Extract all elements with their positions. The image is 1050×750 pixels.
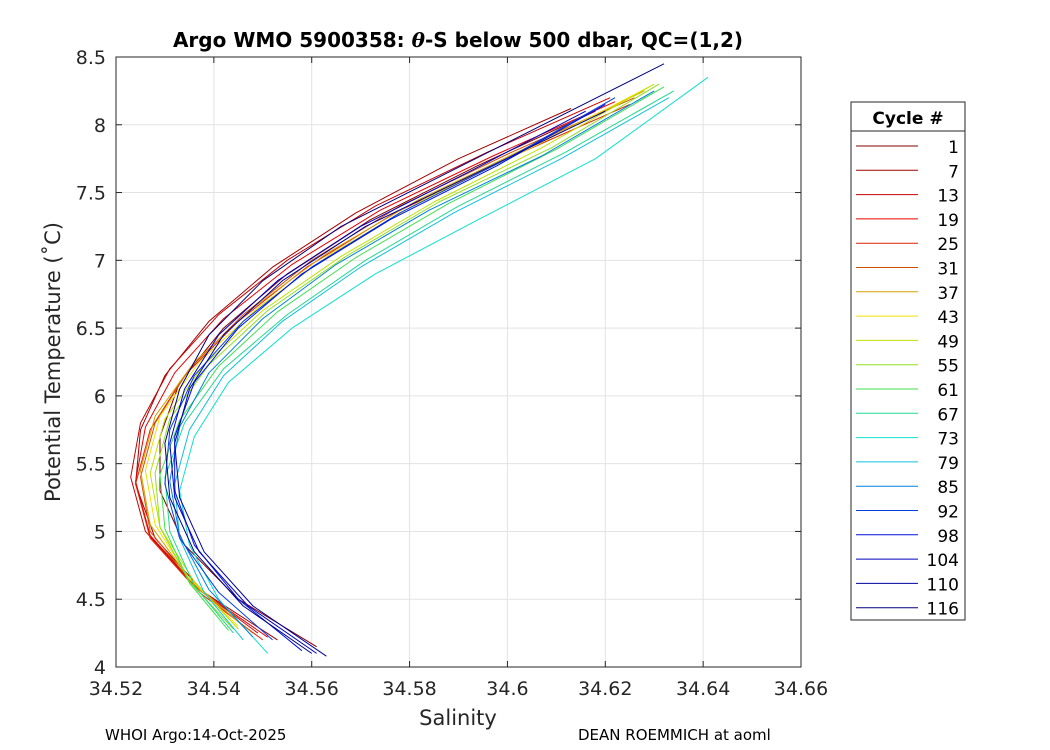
x-tick-label: 34.64: [676, 678, 730, 700]
legend-label-cycle-61: 61: [937, 381, 959, 401]
legend-label-cycle-73: 73: [937, 430, 959, 450]
legend-label-cycle-92: 92: [937, 503, 959, 523]
legend-label-cycle-98: 98: [937, 527, 959, 547]
series-line-cycle-19: [135, 101, 616, 638]
series-line-cycle-116: [164, 63, 665, 654]
series-line-cycle-7: [135, 108, 572, 641]
y-tick-label: 6.5: [76, 318, 106, 340]
series-line-cycle-73: [179, 76, 709, 654]
legend-label-cycle-49: 49: [937, 332, 959, 352]
series-line-cycle-104: [169, 110, 586, 654]
legend-label-cycle-110: 110: [927, 575, 959, 595]
legend-label-cycle-104: 104: [927, 551, 959, 571]
x-axis-label: Salinity: [419, 706, 497, 730]
x-tick-label: 34.58: [382, 678, 436, 700]
legend-title: Cycle #: [872, 109, 943, 129]
legend-label-cycle-116: 116: [927, 600, 959, 620]
legend-label-cycle-79: 79: [937, 454, 959, 474]
y-tick-label: 5: [94, 521, 106, 543]
footer-credit: WHOI Argo:14-Oct-2025: [105, 726, 287, 744]
y-tick-label: 8: [94, 115, 106, 137]
y-axis-label: Potential Temperature (˚C): [41, 222, 65, 502]
y-tick-label: 7.5: [76, 183, 106, 205]
legend-label-cycle-37: 37: [937, 284, 959, 304]
x-tick-label: 34.56: [285, 678, 339, 700]
y-tick-label: 8.5: [76, 47, 106, 69]
series-lines: [130, 63, 709, 657]
legend-label-cycle-25: 25: [937, 235, 959, 255]
footer-pi: DEAN ROEMMICH at aoml: [578, 726, 771, 744]
series-line-cycle-110: [174, 110, 606, 657]
series-line-cycle-61: [159, 86, 665, 631]
x-tick-label: 34.66: [774, 678, 828, 700]
legend-label-cycle-31: 31: [937, 260, 959, 280]
y-tick-label: 4.5: [76, 589, 106, 611]
x-tick-label: 34.54: [187, 678, 241, 700]
chart-title: Argo WMO 5900358: θ-S below 500 dbar, QC…: [173, 28, 743, 52]
x-tick-label: 34.62: [578, 678, 632, 700]
series-line-cycle-13: [130, 97, 611, 634]
legend-label-cycle-85: 85: [937, 478, 959, 498]
series-line-cycle-92: [164, 97, 616, 641]
legend-label-cycle-7: 7: [948, 162, 959, 182]
legend-label-cycle-19: 19: [937, 211, 959, 231]
legend-label-cycle-67: 67: [937, 405, 959, 425]
legend-box: [850, 101, 966, 621]
y-tick-label: 7: [94, 250, 106, 272]
legend: Cycle # 1 7 13 19 25 31 37 43 49 55 61 67 73 79 85 92 98…: [850, 101, 966, 621]
legend-label-cycle-43: 43: [937, 308, 959, 328]
legend-label-cycle-55: 55: [937, 357, 959, 377]
axis-ticks: 34.52 34.54 34.56 34.58 34.6 34.62 34.64 34.66 4…: [76, 47, 828, 700]
y-tick-label: 6: [94, 386, 106, 408]
x-tick-label: 34.6: [486, 678, 528, 700]
legend-items: 1 7 13 19 25 31 37 43 49 55 61 67 73 79 85 92 98 104 110 11…: [856, 138, 959, 620]
legend-label-cycle-1: 1: [948, 138, 959, 158]
x-tick-label: 34.52: [89, 678, 143, 700]
y-tick-label: 5.5: [76, 454, 106, 476]
y-tick-label: 4: [94, 657, 106, 679]
series-line-cycle-85: [169, 90, 655, 638]
axes-frame: [115, 56, 802, 668]
legend-label-cycle-13: 13: [937, 187, 959, 207]
series-line-cycle-79: [174, 97, 670, 641]
series-line-cycle-67: [164, 90, 675, 634]
